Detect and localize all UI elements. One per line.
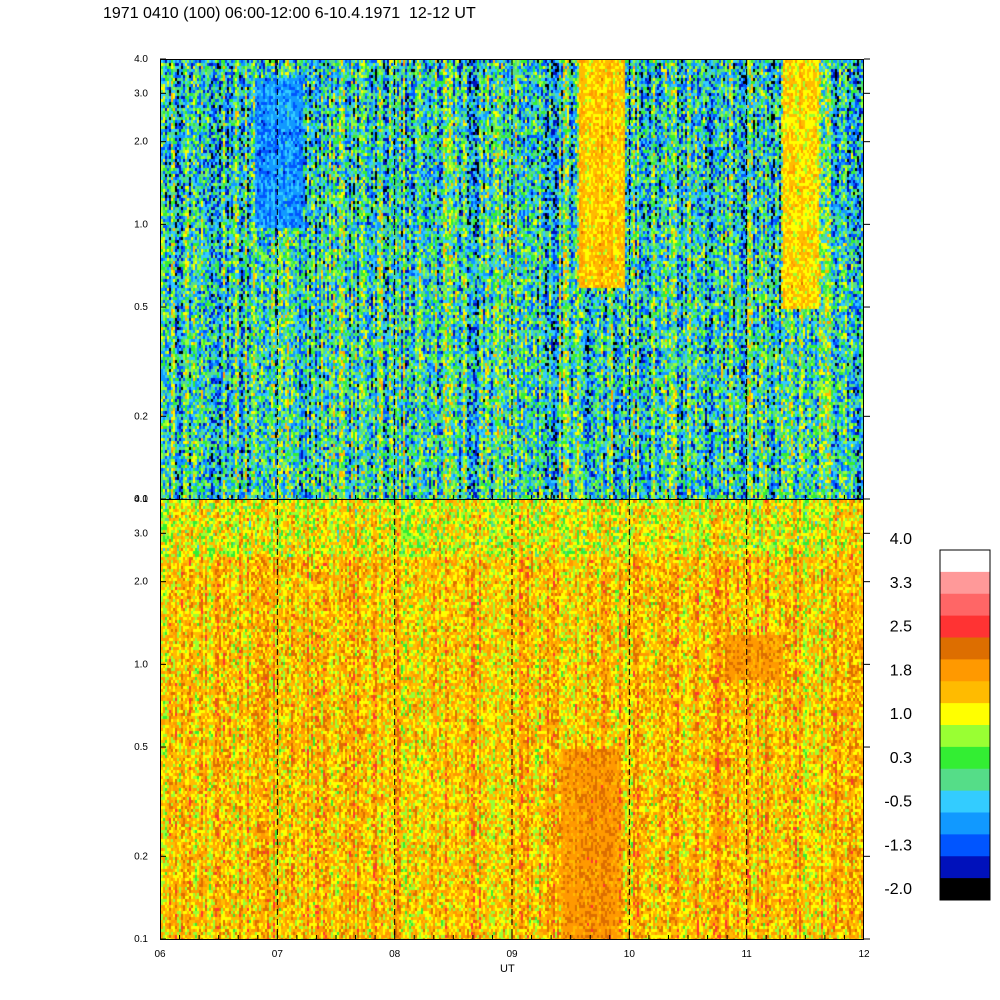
y-tick-label: 0.5 (134, 742, 148, 753)
y-tick-label: 0.5 (134, 302, 148, 313)
x-tick-label: 06 (154, 949, 166, 960)
colorbar-swatch (940, 768, 990, 792)
y-tick-label: 1.0 (134, 219, 148, 230)
colorbar-swatch (940, 856, 990, 879)
x-tick-label: 09 (506, 949, 518, 960)
y-tick-label: 1.0 (134, 659, 148, 670)
colorbar-swatch (940, 834, 990, 857)
colorbar-swatch (940, 878, 990, 901)
y-tick-label: 3.0 (134, 88, 148, 99)
y-tick-label: 0.2 (134, 851, 148, 862)
y-tick-label: 4.0 (134, 54, 148, 65)
colorbar-swatch (940, 637, 990, 660)
colorbar-label: 0.3 (890, 750, 912, 767)
x-tick-label: 10 (624, 949, 636, 960)
colorbar-label: 1.0 (890, 706, 912, 723)
y-tick-label: 0.2 (134, 411, 148, 422)
colorbar-swatch (940, 681, 990, 704)
colorbar-frame (939, 549, 991, 901)
colorbar-swatch (940, 571, 990, 595)
colorbar-label: -1.3 (884, 837, 912, 854)
x-tick-label: 07 (272, 949, 284, 960)
x-tick-label: 08 (389, 949, 401, 960)
colorbar-swatch (940, 615, 990, 638)
colorbar-swatch (940, 550, 990, 573)
colorbar-label: 3.3 (890, 575, 912, 592)
chart-title: 1971 0410 (100) 06:00-12:00 6-10.4.1971 … (103, 5, 476, 22)
colorbar-label: 1.8 (890, 662, 912, 679)
colorbar-swatch (940, 790, 990, 813)
colorbar-swatch (940, 659, 990, 682)
colorbar-label: -0.5 (884, 794, 912, 811)
y-tick-label: 3.0 (134, 528, 148, 539)
y-tick-label: 2.0 (134, 137, 148, 148)
y-tick-label: 2.0 (134, 577, 148, 588)
colorbar-swatch (940, 593, 990, 617)
colorbar-label: 4.0 (890, 531, 912, 548)
colorbar-label: -2.0 (884, 881, 912, 898)
x-tick-label: 12 (858, 949, 870, 960)
colorbar-swatch (940, 703, 990, 726)
colorbar-swatch (940, 812, 990, 835)
x-axis-label: UT (500, 963, 515, 975)
colorbar-swatch (940, 746, 990, 770)
colorbar-swatch (940, 725, 990, 748)
y-tick-label: 0.1 (134, 494, 148, 505)
colorbar-label: 2.5 (890, 619, 912, 636)
x-tick-label: 11 (741, 949, 752, 960)
y-tick-label: 0.1 (134, 934, 148, 945)
y-tick-label: 4.0 (134, 494, 148, 505)
